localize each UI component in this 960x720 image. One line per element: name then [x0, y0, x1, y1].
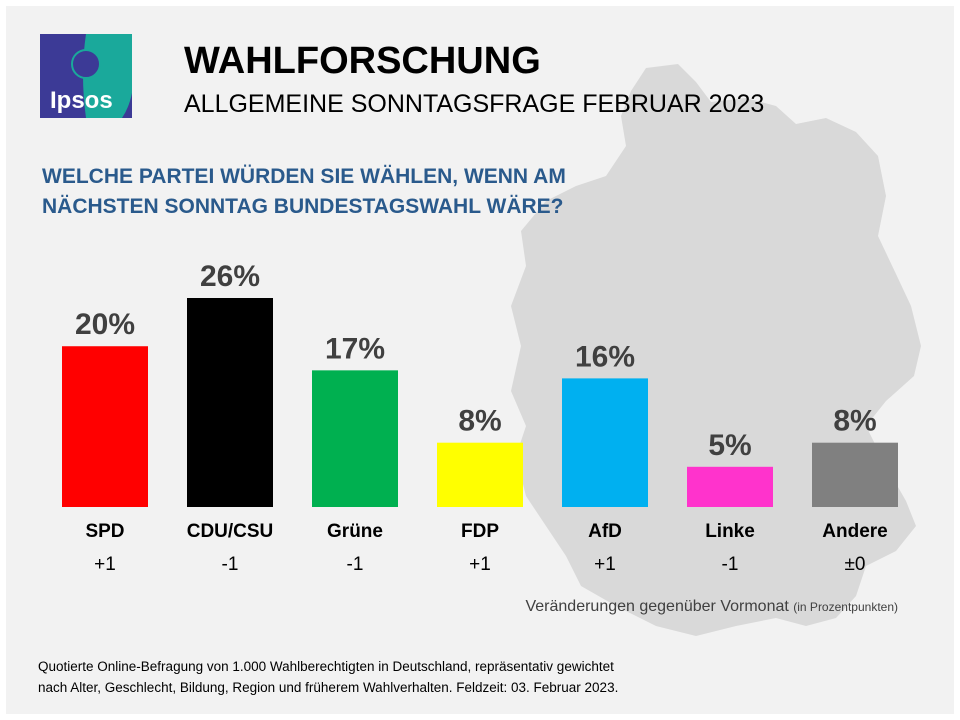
slide: Ipsos WAHLFORSCHUNG ALLGEMEINE SONNTAGSF…: [6, 6, 954, 714]
bar-cducsu: [187, 298, 273, 507]
data-label: 8%: [833, 405, 876, 438]
bar-spd: [62, 346, 148, 507]
change-label: +1: [594, 554, 616, 575]
change-label: +1: [94, 554, 116, 575]
category-label: FDP: [461, 521, 499, 542]
changes-note: Veränderungen gegenüber Vormonat (in Pro…: [525, 598, 898, 616]
category-label: Grüne: [327, 521, 383, 542]
changes-note-unit: (in Prozentpunkten): [793, 600, 898, 614]
data-label: 17%: [325, 332, 385, 365]
bar-afd: [562, 378, 648, 507]
ipsos-logo: Ipsos: [40, 34, 134, 118]
footnote-line: nach Alter, Geschlecht, Bildung, Region …: [38, 680, 619, 695]
change-label: +1: [469, 554, 491, 575]
category-label: SPD: [85, 521, 124, 542]
bar-linke: [687, 466, 773, 507]
category-label: Andere: [822, 521, 887, 542]
change-label: -1: [222, 554, 239, 575]
survey-question: WELCHE PARTEI WÜRDEN SIE WÄHLEN, WENN AM…: [42, 165, 566, 218]
category-label: CDU/CSU: [187, 521, 274, 542]
change-label: ±0: [845, 554, 866, 575]
changes-note-text: Veränderungen gegenüber Vormonat: [525, 598, 789, 615]
data-label: 20%: [75, 308, 135, 341]
page-subtitle: ALLGEMEINE SONNTAGSFRAGE FEBRUAR 2023: [184, 90, 765, 118]
category-label: Linke: [705, 521, 755, 542]
footnote-line: Quotierte Online-Befragung von 1.000 Wah…: [38, 659, 614, 674]
page-title: WAHLFORSCHUNG: [184, 40, 541, 82]
category-label: AfD: [588, 521, 622, 542]
data-label: 8%: [458, 405, 501, 438]
bar-grne: [312, 370, 398, 507]
svg-text:Ipsos: Ipsos: [50, 87, 113, 114]
change-label: -1: [722, 554, 739, 575]
bar-fdp: [437, 442, 523, 507]
change-label: -1: [347, 554, 364, 575]
data-label: 16%: [575, 340, 635, 373]
footnote: Quotierte Online-Befragung von 1.000 Wah…: [38, 656, 758, 698]
data-label: 26%: [200, 260, 260, 293]
bar-chart: 20% SPD +1 26% CDU/CSU -1 17% Grüne -1 8% FDP +1 16%…: [62, 260, 898, 575]
bar-andere: [812, 442, 898, 507]
data-label: 5%: [708, 429, 751, 462]
